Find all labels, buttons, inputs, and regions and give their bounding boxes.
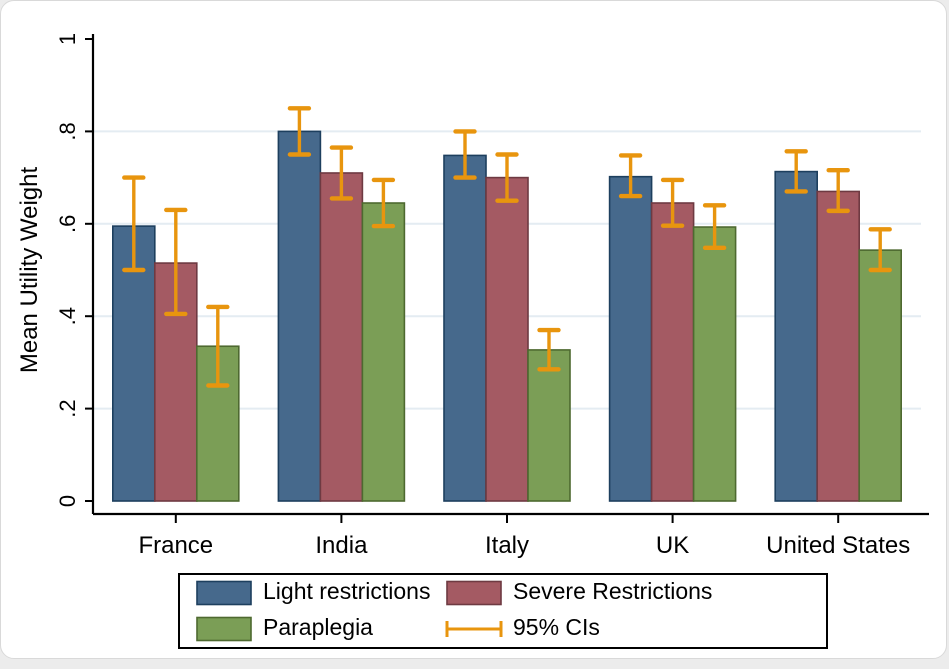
error-bar: [206, 304, 230, 388]
error-bar: [329, 145, 354, 201]
error-bar: [702, 203, 727, 251]
error-bar: [537, 327, 561, 372]
error-bar: [784, 149, 808, 194]
error-bar: [868, 227, 892, 273]
error-bar: [618, 153, 643, 199]
bar-light-restrictions-italy: [443, 154, 487, 502]
bar-severe-restrictions-india: [319, 172, 364, 502]
legend-item-light-restrictions: Light restrictions: [196, 578, 430, 606]
bar-severe-restrictions-italy: [485, 176, 529, 502]
error-bar: [122, 175, 146, 273]
legend-swatch: [446, 580, 502, 606]
error-bar: [371, 177, 396, 229]
legend-item-severe-restrictions: Severe Restrictions: [446, 578, 712, 606]
legend-swatch: [196, 616, 252, 642]
bar-paraplegia-italy: [527, 349, 571, 502]
bar-severe-restrictions-united-states: [816, 190, 861, 502]
bar-paraplegia-india: [361, 202, 406, 502]
y-axis-title: Mean Utility Weight: [16, 167, 43, 374]
error-bar: [660, 177, 685, 228]
bar-paraplegia-united-states: [858, 249, 903, 502]
legend-label: 95% CIs: [513, 614, 600, 640]
error-bar: [287, 106, 312, 157]
y-tick-label: .8: [55, 122, 80, 140]
y-tick-label: .4: [55, 307, 80, 325]
legend-box: [178, 573, 828, 649]
error-bar: [826, 168, 850, 214]
legend-item-95-cis: 95% CIs: [445, 614, 600, 640]
legend-label: Severe Restrictions: [513, 578, 712, 604]
x-tick-label: France: [138, 532, 213, 559]
bar-light-restrictions-india: [277, 130, 322, 502]
x-tick-label: United States: [766, 532, 910, 559]
bar-light-restrictions-uk: [608, 175, 653, 502]
legend-label: Paraplegia: [263, 614, 373, 640]
bar-light-restrictions-united-states: [774, 170, 819, 502]
error-bar: [453, 129, 477, 180]
legend-label: Light restrictions: [263, 578, 430, 604]
x-tick-label: India: [315, 532, 368, 559]
x-tick-label: UK: [656, 532, 689, 559]
y-tick-label: 0: [55, 495, 80, 507]
error-bar: [164, 207, 188, 317]
y-tick-label: 1: [55, 33, 80, 45]
y-tick-label: .6: [55, 215, 80, 233]
error-bar: [495, 152, 519, 203]
legend-swatch: [196, 580, 252, 606]
legend-item-paraplegia: Paraplegia: [196, 614, 373, 642]
bar-paraplegia-uk: [692, 226, 737, 502]
y-tick-label: .2: [55, 399, 80, 417]
x-tick-label: Italy: [485, 532, 529, 559]
bar-severe-restrictions-uk: [650, 202, 695, 502]
